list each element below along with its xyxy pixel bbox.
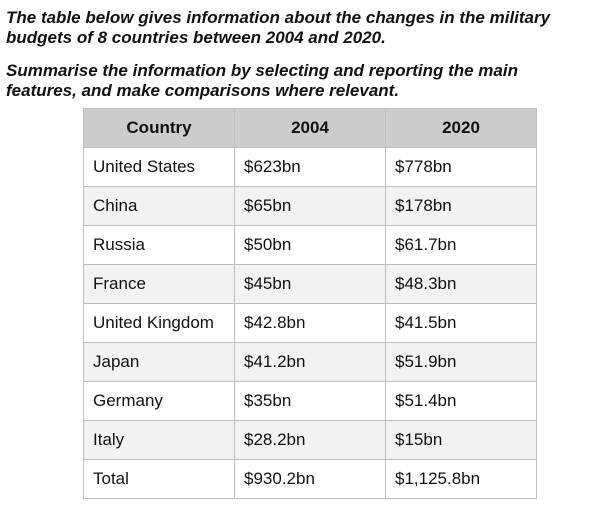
budget-2004-cell: $35bn [234,381,386,421]
table-row: Germany $35bn $51.4bn [83,381,537,421]
budget-2004-cell: $42.8bn [234,303,386,343]
table-row: United States $623bn $778bn [83,147,537,187]
military-budget-table: Country 2004 2020 United States $623bn $… [83,108,537,499]
budget-2004-cell: $623bn [234,147,386,187]
budget-2004-cell: $50bn [234,225,386,265]
country-cell: Japan [83,342,235,382]
country-cell: United Kingdom [83,303,235,343]
budget-2020-cell: $15bn [385,420,537,460]
budget-2020-cell: $41.5bn [385,303,537,343]
table-row: China $65bn $178bn [83,186,537,226]
budget-2004-cell: $65bn [234,186,386,226]
budget-2004-cell: $41.2bn [234,342,386,382]
table-row: Japan $41.2bn $51.9bn [83,342,537,382]
total-2004-cell: $930.2bn [234,459,386,499]
task-description: The table below gives information about … [6,8,551,47]
task-instruction: Summarise the information by selecting a… [6,61,518,100]
table-row: France $45bn $48.3bn [83,264,537,304]
table-row: Italy $28.2bn $15bn [83,420,537,460]
budget-2020-cell: $51.4bn [385,381,537,421]
country-cell: United States [83,147,235,187]
budget-2020-cell: $48.3bn [385,264,537,304]
country-cell: China [83,186,235,226]
table-total-row: Total $930.2bn $1,125.8bn [83,459,537,499]
total-2020-cell: $1,125.8bn [385,459,537,499]
budget-2004-cell: $45bn [234,264,386,304]
total-label-cell: Total [83,459,235,499]
budget-2004-cell: $28.2bn [234,420,386,460]
country-cell: France [83,264,235,304]
budget-2020-cell: $61.7bn [385,225,537,265]
header-2004: 2004 [234,108,386,148]
header-2020: 2020 [385,108,537,148]
table-row: United Kingdom $42.8bn $41.5bn [83,303,537,343]
country-cell: Italy [83,420,235,460]
country-cell: Russia [83,225,235,265]
header-country: Country [83,108,235,148]
budget-2020-cell: $778bn [385,147,537,187]
budget-2020-cell: $178bn [385,186,537,226]
table-row: Russia $50bn $61.7bn [83,225,537,265]
country-cell: Germany [83,381,235,421]
budget-2020-cell: $51.9bn [385,342,537,382]
table-header-row: Country 2004 2020 [83,108,537,148]
